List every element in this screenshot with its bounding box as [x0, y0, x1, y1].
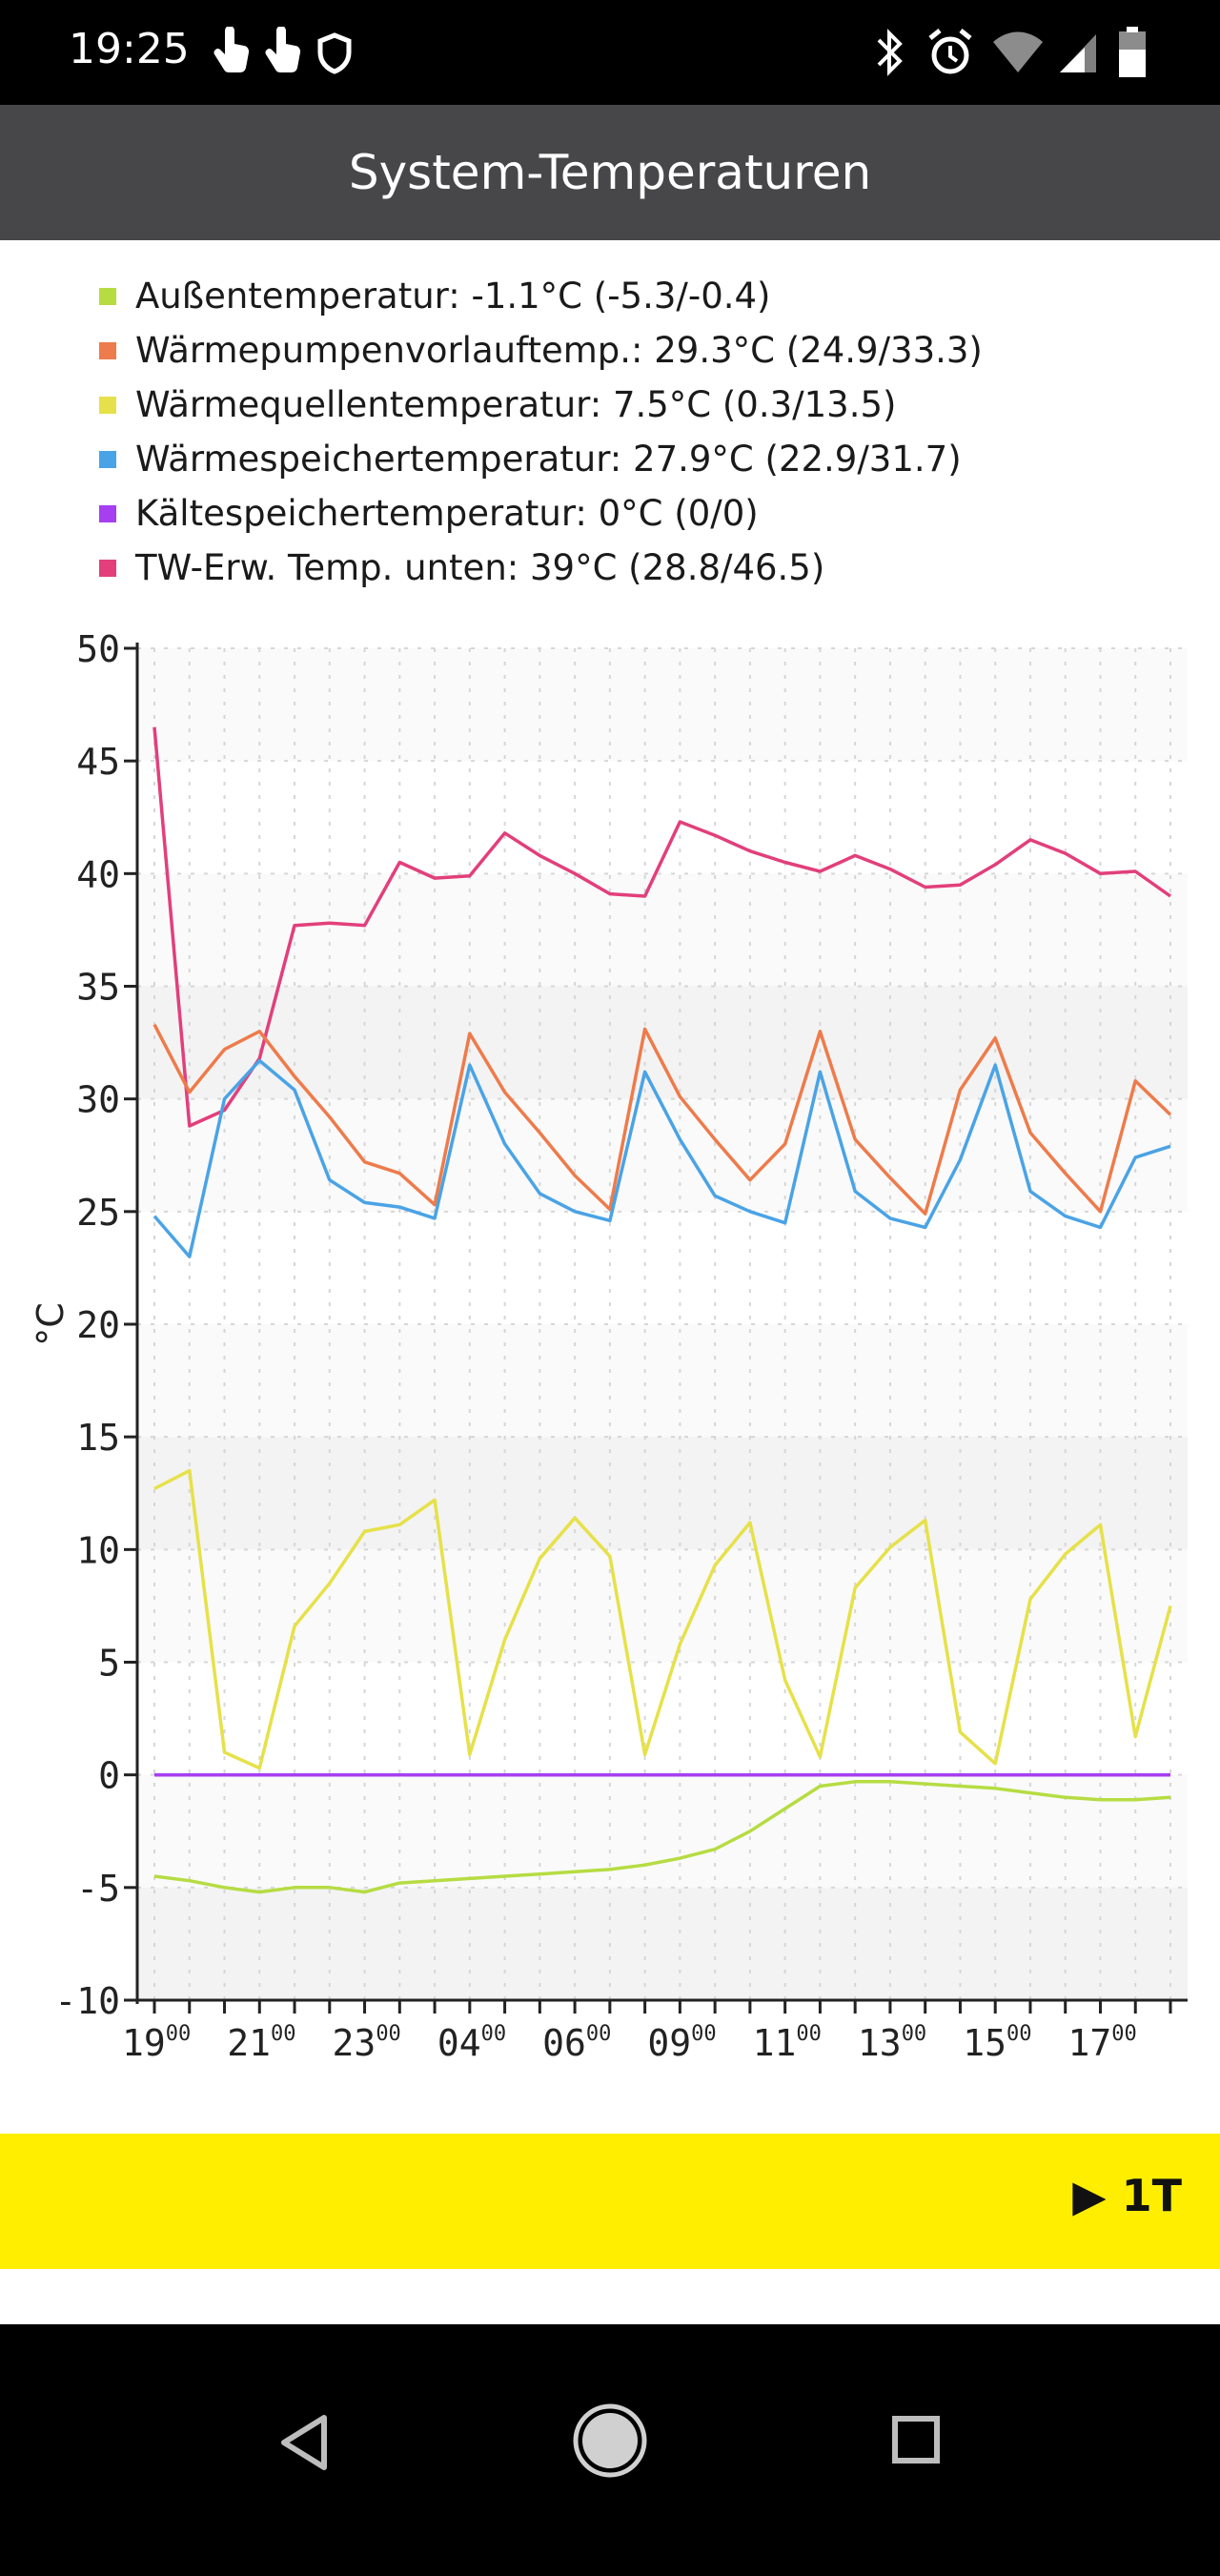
time-range-bar: ▶ 1T [0, 2134, 1220, 2269]
chart-background-bands [137, 648, 1188, 2000]
status-bar: 19:25 [0, 0, 1220, 105]
y-tick-label: 25 [76, 1192, 120, 1234]
grid-band [137, 1774, 1188, 1888]
legend-value: 39°C (28.8/46.5) [530, 547, 825, 588]
status-time: 19:25 [69, 25, 190, 73]
legend-value: 0°C (0/0) [598, 493, 759, 534]
y-tick-label: 45 [76, 741, 120, 783]
grid-band [137, 1098, 1188, 1212]
legend-label: Wärmepumpenvorlauftemp.: [135, 330, 643, 371]
legend-value: -1.1°C (-5.3/-0.4) [471, 276, 771, 317]
legend-value: 29.3°C (24.9/33.3) [654, 330, 983, 371]
legend-item-waermespeichertemperatur: Wärmespeichertemperatur: 27.9°C (22.9/31… [99, 432, 1195, 486]
grid-band [137, 873, 1188, 987]
legend-label: Wärmespeichertemperatur: [135, 439, 622, 480]
y-tick-label: 30 [76, 1079, 120, 1121]
y-tick-label: 5 [98, 1643, 120, 1685]
legend-label: TW-Erw. Temp. unten: [135, 547, 519, 588]
x-tick-label: 1700 [1068, 2022, 1136, 2064]
x-tick-label: 0400 [437, 2022, 506, 2064]
home-icon[interactable] [570, 2401, 650, 2481]
y-tick-label: -10 [54, 1980, 120, 2022]
y-tick-label: 15 [76, 1417, 120, 1459]
page-title: System-Temperaturen [348, 145, 872, 200]
legend-swatch [99, 450, 116, 468]
grid-band [137, 986, 1188, 1099]
legend-label: Außentemperatur: [135, 276, 460, 317]
legend-swatch [99, 559, 116, 577]
legend-item-waermequellentemperatur: Wärmequellentemperatur: 7.5°C (0.3/13.5) [99, 378, 1195, 432]
series-line-w-rmequellentemperatur [153, 1468, 1172, 1770]
legend-label: Kältespeichertemperatur: [135, 493, 587, 534]
chart-series [152, 726, 1172, 1894]
y-tick-label: 0 [98, 1755, 120, 1797]
signal-icon [1060, 34, 1096, 72]
time-range-button[interactable]: ▶ 1T [1072, 2170, 1182, 2221]
shield-icon [317, 32, 352, 74]
legend-item-tw-erw-temp-unten: TW-Erw. Temp. unten: 39°C (28.8/46.5) [99, 541, 1195, 595]
y-tick-label: 40 [76, 853, 120, 895]
legend: Außentemperatur: -1.1°C (-5.3/-0.4) Wärm… [99, 269, 1195, 595]
legend-swatch [99, 287, 116, 305]
grid-band [137, 648, 1188, 762]
legend-value: 7.5°C (0.3/13.5) [612, 384, 897, 425]
x-tick-label: 0900 [647, 2022, 716, 2064]
back-icon[interactable] [276, 2412, 334, 2473]
legend-value: 27.9°C (22.9/31.7) [633, 439, 962, 480]
navigation-bar [0, 2324, 1220, 2576]
y-tick-label: 10 [76, 1529, 120, 1571]
legend-swatch [99, 504, 116, 522]
x-tick-label: 0600 [542, 2022, 611, 2064]
legend-label: Wärmequellentemperatur: [135, 384, 602, 425]
x-tick-label: 1100 [753, 2022, 822, 2064]
legend-item-aussentemperatur: Außentemperatur: -1.1°C (-5.3/-0.4) [99, 269, 1195, 323]
grid-band [137, 1437, 1188, 1550]
temperature-chart: -10 -5 0 5 10 15 20 25 30 35 40 45 50 °C 1900 2100 2300 0… [30, 628, 1188, 2064]
legend-swatch [99, 341, 116, 359]
legend-swatch [99, 396, 116, 414]
y-tick-label: -5 [76, 1868, 120, 1910]
y-tick-label: 50 [76, 628, 120, 670]
x-tick-label: 2100 [227, 2022, 295, 2064]
wifi-icon [993, 31, 1043, 72]
y-axis-label: °C [30, 1302, 71, 1346]
legend-item-kaeltespeichertemperatur: Kältespeichertemperatur: 0°C (0/0) [99, 486, 1195, 541]
grid-band [137, 1324, 1188, 1438]
chart-panel: Außentemperatur: -1.1°C (-5.3/-0.4) Wärm… [0, 240, 1220, 2324]
x-tick-label: 1500 [963, 2022, 1031, 2064]
y-tick-label: 20 [76, 1304, 120, 1346]
grid-band [137, 1887, 1188, 2000]
x-tick-label: 1900 [122, 2022, 191, 2064]
series-line-au-entemperatur [153, 1780, 1171, 1894]
legend-item-waermepumpenvorlauftemp: Wärmepumpenvorlauftemp.: 29.3°C (24.9/33… [99, 323, 1195, 378]
touch-icon [214, 27, 250, 73]
x-tick-label: 1300 [858, 2022, 926, 2064]
alarm-icon [928, 29, 972, 74]
battery-icon [1119, 27, 1146, 77]
series-line-tw-erw-temp-unten [152, 726, 1172, 1128]
y-tick-label: 35 [76, 967, 120, 1009]
x-tick-label: 2300 [333, 2022, 401, 2064]
bluetooth-icon [877, 29, 903, 76]
recents-icon[interactable] [890, 2414, 942, 2465]
series-line-w-rmepumpenvorlauftemp [152, 1023, 1172, 1216]
app-header: System-Temperaturen [0, 105, 1220, 240]
chart-axes: -10 -5 0 5 10 15 20 25 30 35 40 45 50 °C 1900 2100 2300 0… [30, 628, 1188, 2064]
touch-icon [265, 27, 301, 73]
series-line-w-rmespeichertemperatur [152, 1058, 1171, 1258]
